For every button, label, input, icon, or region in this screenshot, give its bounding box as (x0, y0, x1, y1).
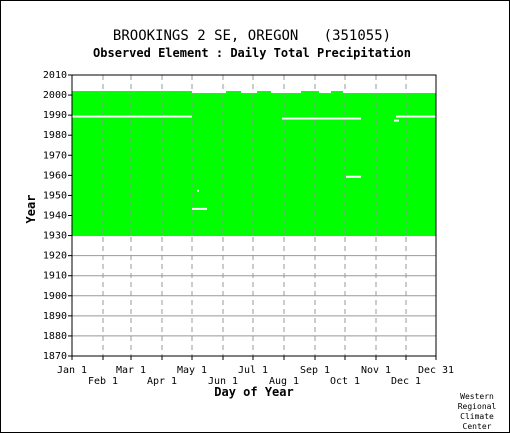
x-tick-label: Jun 1 (208, 376, 238, 387)
data-segment-2001 (257, 91, 271, 94)
x-tick-label: Feb 1 (88, 376, 118, 387)
x-axis-label: Day of Year (214, 385, 293, 399)
missing-data-gap (396, 115, 436, 118)
x-tick-label: Sep 1 (300, 365, 330, 376)
x-tick-label: Dec 31 (418, 365, 454, 376)
y-tick-label: 1980 (43, 130, 67, 141)
credit-line-1: Western (460, 392, 494, 401)
x-tick-label: Dec 1 (391, 376, 421, 387)
y-tick-label: 1890 (43, 311, 67, 322)
y-tick-label: 2010 (43, 70, 67, 81)
chart-subtitle: Observed Element : Daily Total Precipita… (93, 46, 411, 60)
credit-line-3: Climate (460, 412, 494, 421)
y-tick-label: 1870 (43, 351, 67, 362)
y-tick-label: 1900 (43, 291, 67, 302)
y-tick-label: 2000 (43, 90, 67, 101)
x-tick-label: May 1 (177, 365, 207, 376)
y-axis-ticks: 1870 1880 1890 1900 1910 1920 1930 1940 1950 1960… (43, 70, 72, 362)
data-segment-2001 (226, 91, 241, 94)
credit-line-4: Center (463, 422, 492, 431)
x-tick-label: Oct 1 (330, 376, 360, 387)
missing-data-gap (192, 207, 207, 210)
y-tick-label: 1960 (43, 170, 67, 181)
data-segment-2001 (331, 91, 343, 94)
y-tick-label: 1990 (43, 110, 67, 121)
x-tick-label: Jul 1 (238, 365, 268, 376)
y-tick-label: 1920 (43, 251, 67, 262)
credit-line-2: Regional (458, 402, 497, 411)
plot-area (71, 74, 437, 357)
x-tick-label: Jan 1 (57, 365, 87, 376)
y-tick-label: 1910 (43, 271, 67, 282)
y-tick-label: 1950 (43, 190, 67, 201)
missing-data-gap (394, 119, 399, 122)
y-tick-label: 1930 (43, 231, 67, 242)
x-tick-label: Nov 1 (361, 365, 391, 376)
missing-data-gap (346, 175, 361, 178)
data-coverage-block (72, 93, 436, 236)
y-tick-label: 1970 (43, 150, 67, 161)
y-tick-label: 1880 (43, 331, 67, 342)
x-tick-label: Mar 1 (116, 365, 146, 376)
missing-data-gap (282, 117, 361, 120)
y-tick-label: 1940 (43, 211, 67, 222)
x-tick-label: Aug 1 (269, 376, 299, 387)
x-tick-label: Apr 1 (147, 376, 177, 387)
credit-block: Western Regional Climate Center (458, 392, 497, 431)
missing-data-gap (72, 115, 192, 118)
chart-title: BROOKINGS 2 SE, OREGON (351055) (113, 28, 391, 44)
data-segment-2001 (72, 91, 192, 94)
missing-data-gap (197, 189, 199, 192)
data-segment-2001 (301, 91, 319, 94)
y-axis-label: Year (24, 195, 38, 224)
